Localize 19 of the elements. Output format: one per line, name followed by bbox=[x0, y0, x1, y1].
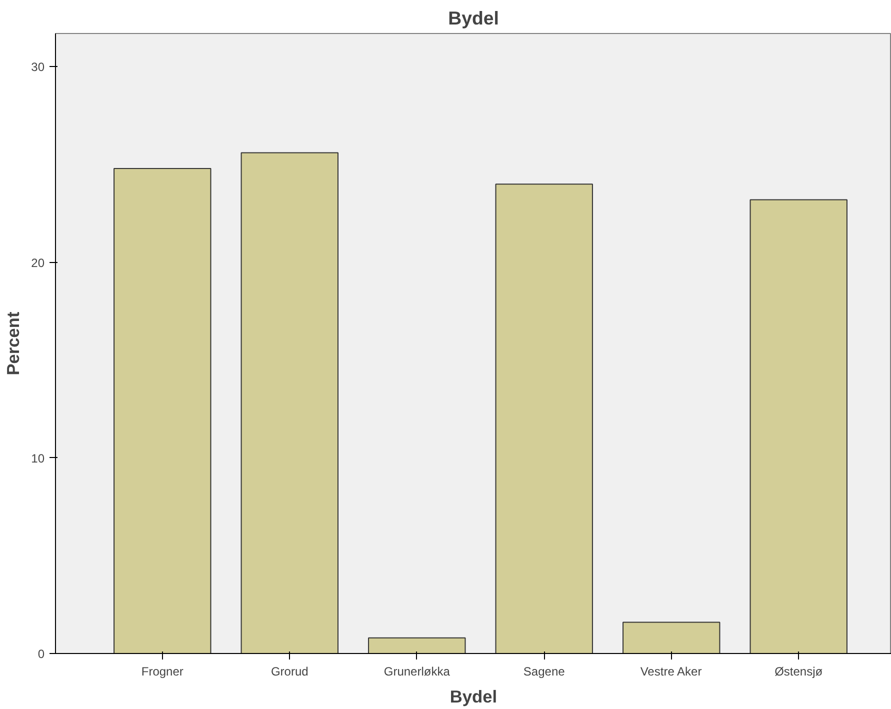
y-tick-label: 10 bbox=[31, 451, 45, 466]
bar bbox=[495, 184, 593, 654]
x-tick-label: Frogner bbox=[141, 664, 184, 678]
x-tick-label: Østensjø bbox=[774, 664, 824, 678]
bar bbox=[622, 622, 720, 654]
bar bbox=[240, 152, 338, 654]
x-tick-label: Grunerløkka bbox=[384, 664, 450, 678]
x-tick-label: Vestre Aker bbox=[640, 664, 702, 678]
bar bbox=[114, 168, 212, 654]
x-tick-label: Grorud bbox=[270, 664, 308, 678]
y-tick-label: 20 bbox=[31, 256, 45, 270]
chart-title: Bydel bbox=[448, 8, 499, 28]
y-axis-title: Percent bbox=[3, 311, 24, 376]
x-tick-label: Sagene bbox=[523, 664, 566, 678]
y-tick-label: 0 bbox=[38, 647, 45, 661]
x-axis-title: Bydel bbox=[450, 686, 498, 706]
y-tick-label: 30 bbox=[31, 60, 45, 74]
bar bbox=[368, 637, 466, 654]
bar bbox=[750, 199, 848, 654]
